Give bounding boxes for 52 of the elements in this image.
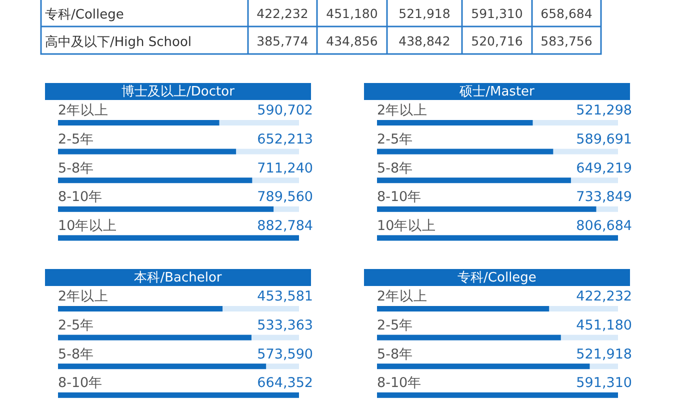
data-label: 589,691: [576, 131, 632, 148]
data-label: 590,702: [257, 102, 313, 119]
y-tick-label: 5-8年: [377, 346, 414, 362]
y-tick-label: 2-5年: [377, 317, 414, 334]
data-label: 573,590: [257, 346, 313, 362]
y-tick-label: 2年以上: [377, 102, 428, 119]
y-tick-label: 5-8年: [58, 346, 94, 362]
text: 385,774: [256, 34, 308, 49]
text: 438,842: [398, 34, 450, 49]
y-tick-label: 8-10年: [377, 375, 422, 392]
data-label: 533,363: [257, 317, 313, 334]
y-tick-label: 8-10年: [377, 189, 422, 206]
y-tick-label: 8-10年: [58, 375, 103, 392]
y-tick-label: 5-8年: [377, 160, 414, 176]
data-label: 711,240: [257, 160, 313, 176]
y-tick-label: 5-8年: [58, 160, 94, 176]
y-tick-label: 8-10年: [58, 189, 103, 206]
text: 658,684: [540, 6, 592, 22]
y-tick-label: 2-5年: [58, 317, 94, 334]
y-tick-label: 10年以上: [58, 218, 118, 234]
text: 434,856: [326, 34, 378, 49]
y-tick-label: 2-5年: [58, 131, 94, 148]
text: 521,918: [398, 6, 450, 22]
data-label: 652,213: [257, 131, 313, 148]
data-label: 664,352: [257, 375, 313, 392]
chart-title: 本科/Bachelor: [134, 270, 222, 286]
text: 高中及以下/High School: [45, 34, 192, 50]
data-label: 453,581: [257, 288, 313, 305]
data-label: 649,219: [576, 160, 632, 176]
data-label: 451,180: [576, 317, 632, 334]
text: 591,310: [471, 6, 523, 22]
data-label: 521,298: [576, 102, 632, 119]
data-label: 789,560: [257, 189, 313, 206]
text: 专科/College: [45, 7, 124, 22]
text: 583,756: [540, 34, 592, 49]
y-tick-label: 2年以上: [58, 102, 109, 119]
data-label: 806,684: [576, 218, 632, 234]
data-label: 422,232: [576, 288, 632, 305]
text: 422,232: [256, 6, 308, 22]
chart-title: 专科/College: [458, 270, 536, 286]
data-label: 733,849: [576, 189, 632, 206]
y-tick-label: 2年以上: [377, 288, 428, 305]
text: 520,716: [471, 34, 523, 49]
data-label: 521,918: [576, 346, 632, 362]
y-tick-label: 2年以上: [58, 288, 109, 305]
data-label: 591,310: [576, 375, 632, 392]
chart-title: 博士及以上/Doctor: [122, 84, 236, 100]
chart-title: 硕士/Master: [458, 84, 536, 100]
text: 451,180: [326, 6, 378, 22]
data-label: 882,784: [257, 218, 313, 234]
y-tick-label: 10年以上: [377, 218, 436, 234]
y-tick-label: 2-5年: [377, 131, 414, 148]
